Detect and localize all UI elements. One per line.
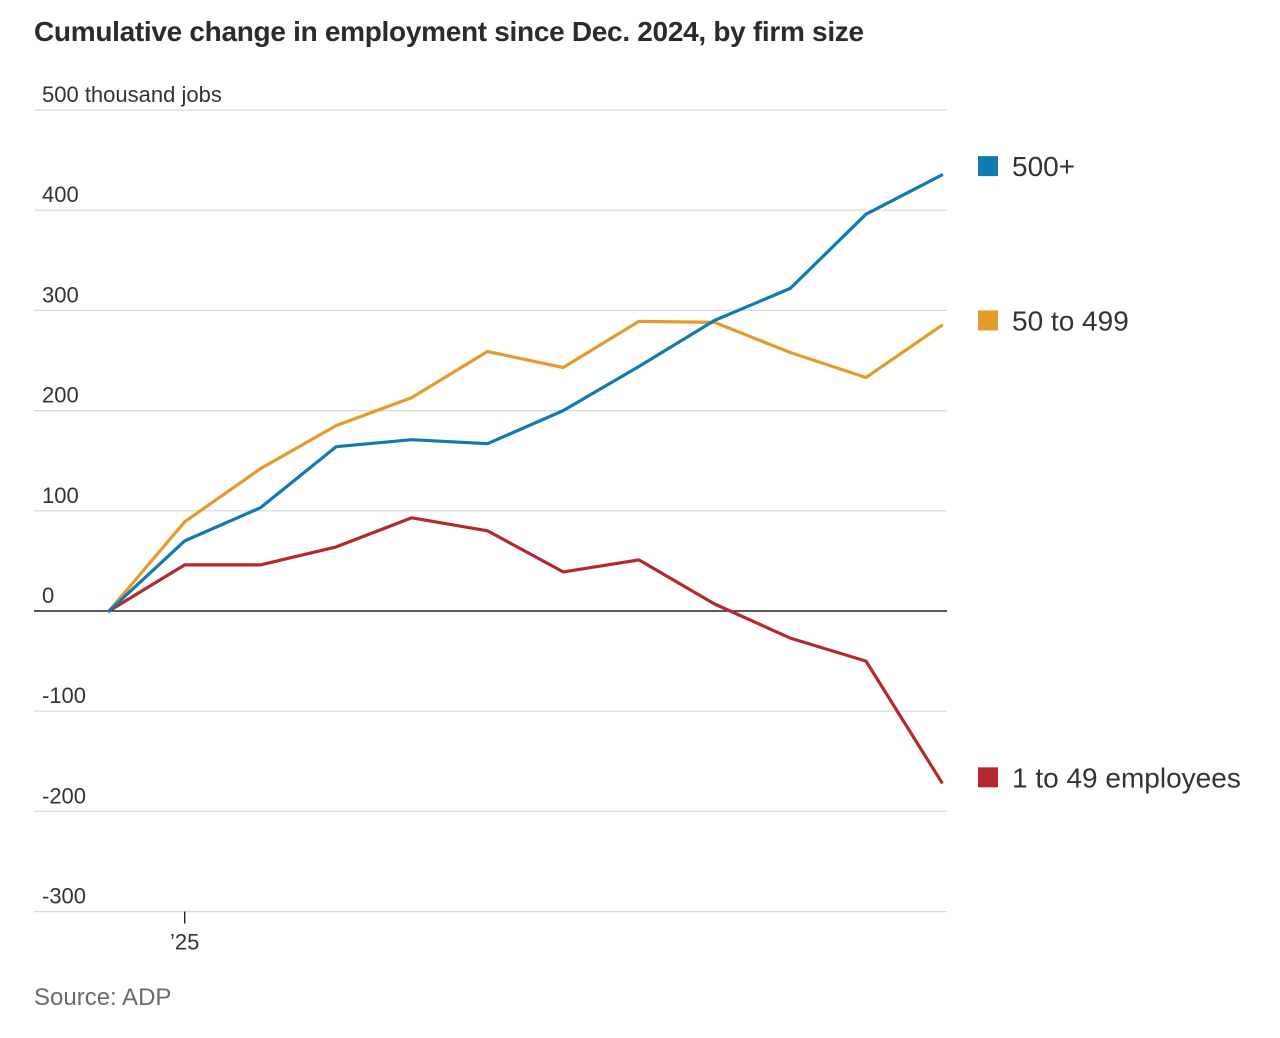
x-tick-label: ’25 [170, 930, 199, 955]
y-tick-label: -200 [42, 783, 86, 808]
y-tick-label: 400 [42, 182, 79, 207]
series-line-500- [107, 173, 944, 613]
y-tick-label: -100 [42, 683, 86, 708]
y-tick-labels: 500 thousand jobs 400 300 200 100 0 -100 -200 -3… [42, 82, 222, 909]
legend-item-50-to-499: 50 to 499 [978, 305, 1129, 336]
legend-item-1-to-49-employees: 1 to 49 employees [978, 762, 1241, 793]
series-line-1-to-49-employees [107, 516, 944, 784]
y-tick-label: 500 thousand jobs [42, 82, 222, 107]
y-tick-label: 200 [42, 383, 79, 408]
y-tick-label: 300 [42, 282, 79, 307]
gridlines [34, 109, 947, 913]
series-line-50-to-499 [107, 319, 944, 613]
chart-title: Cumulative change in employment since De… [34, 16, 864, 47]
legend: 500+ 50 to 499 1 to 49 employees [978, 151, 1241, 793]
y-tick-label: -300 [42, 884, 86, 909]
legend-swatch [978, 156, 998, 177]
legend-swatch [978, 767, 998, 788]
series-lines [107, 173, 944, 784]
source-note: Source: ADP [34, 984, 172, 1011]
y-tick-label: 100 [42, 483, 79, 508]
legend-label: 50 to 499 [1012, 305, 1129, 336]
legend-label: 500+ [1012, 151, 1075, 182]
y-tick-label: 0 [42, 583, 54, 608]
x-axis: ’25 [170, 911, 199, 955]
legend-item-500-: 500+ [978, 151, 1075, 182]
legend-label: 1 to 49 employees [1012, 762, 1241, 793]
legend-swatch [978, 310, 998, 331]
